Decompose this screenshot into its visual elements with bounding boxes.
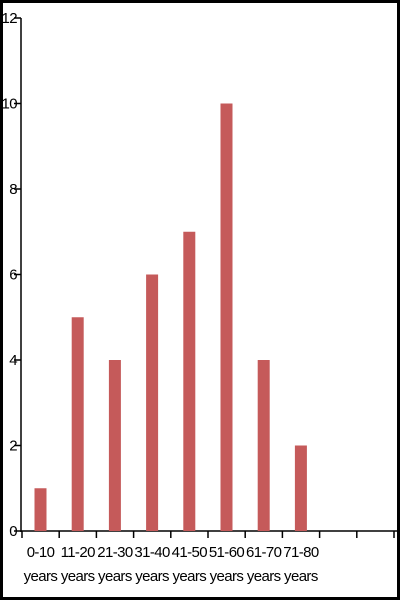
x-tick-label: years: [172, 568, 206, 585]
x-tick-label: 51-60: [209, 544, 245, 561]
x-tick-label: years: [24, 568, 58, 585]
x-tick-label: 71-80: [283, 544, 319, 561]
x-tick-label: years: [61, 568, 95, 585]
x-tick-label: years: [98, 568, 132, 585]
bar-61-70: [257, 360, 270, 531]
y-tick-label: 0: [9, 523, 17, 540]
bar-0-10: [34, 488, 47, 531]
x-axis: 0-10years11-20years21-30years31-40years4…: [21, 530, 397, 585]
x-tick-label: 61-70: [246, 544, 282, 561]
x-tick-label: 0-10: [27, 544, 55, 561]
bar-71-80: [294, 445, 307, 531]
x-tick-label: 11-20: [61, 544, 96, 561]
bar-31-40: [146, 274, 159, 531]
x-tick-label: years: [247, 568, 281, 585]
y-tick-label: 2: [9, 438, 17, 455]
bar-21-30: [108, 360, 121, 531]
bar-11-20: [71, 317, 84, 531]
y-tick-label: 4: [9, 352, 17, 369]
x-tick-label: years: [135, 568, 169, 585]
bar-41-50: [183, 231, 196, 531]
x-tick-label: years: [284, 568, 318, 585]
bar-51-60: [220, 103, 233, 531]
y-axis: 0 2 4 6 8 10 12: [2, 10, 22, 540]
y-tick-label: 6: [9, 267, 17, 284]
y-tick-label: 12: [2, 10, 18, 27]
x-tick-label: 41-50: [172, 544, 208, 561]
x-tick-label: 31-40: [134, 544, 170, 561]
bars: [34, 103, 307, 531]
x-tick-label: years: [210, 568, 244, 585]
y-tick-label: 10: [2, 96, 18, 113]
y-tick-label: 8: [9, 181, 17, 198]
x-tick-label: 21-30: [97, 544, 133, 561]
